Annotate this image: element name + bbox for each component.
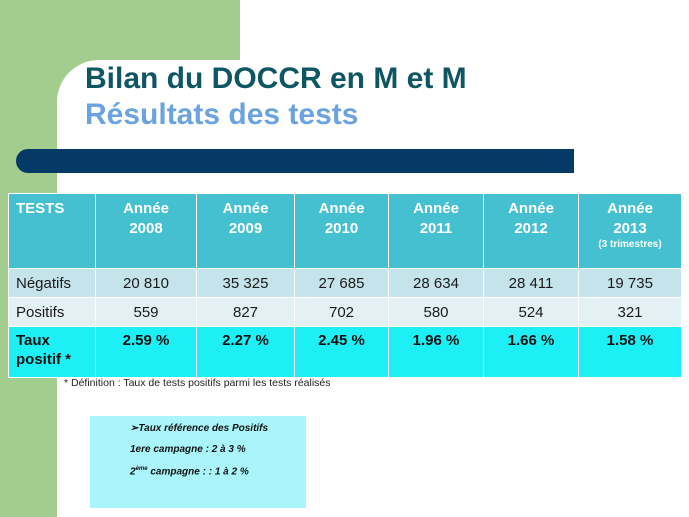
table-cell: 28 411 bbox=[483, 268, 579, 298]
header-note-3-trimestres: (3 trimestres) bbox=[598, 239, 662, 250]
header-year-2012: Année 2012 bbox=[483, 193, 579, 269]
table-cell: 524 bbox=[483, 297, 579, 327]
header-year-2013: Année 2013 (3 trimestres) bbox=[578, 193, 682, 269]
table-cell: 35 325 bbox=[196, 268, 295, 298]
table-cell: 1.96 % bbox=[388, 326, 484, 378]
header-year-2009: Année 2009 bbox=[196, 193, 295, 269]
table-cell: 28 634 bbox=[388, 268, 484, 298]
header-tests: TESTS bbox=[8, 193, 96, 269]
header-year-2008: Année 2008 bbox=[95, 193, 197, 269]
table-cell: 559 bbox=[95, 297, 197, 327]
title-underline-bar bbox=[16, 149, 574, 173]
slide-subtitle: Résultats des tests bbox=[85, 98, 359, 131]
reference-line-campagne-2: 2ème campagne : : 1 à 2 % bbox=[130, 466, 249, 478]
table-row-positifs: Positifs 559 827 702 580 524 321 bbox=[8, 297, 682, 327]
table-cell: 2.59 % bbox=[95, 326, 197, 378]
definition-footnote: * Définition : Taux de tests positifs pa… bbox=[64, 377, 331, 389]
results-table: TESTS Année 2008 Année 2009 Année 2010 Anné… bbox=[8, 193, 682, 378]
reference-title: ➢Taux référence des Positifs bbox=[130, 423, 269, 434]
table-cell: 1.58 % bbox=[578, 326, 682, 378]
table-cell: 1.66 % bbox=[483, 326, 579, 378]
row-label: Taux positif * bbox=[8, 326, 96, 378]
table-cell: 27 685 bbox=[294, 268, 389, 298]
table-cell: 19 735 bbox=[578, 268, 682, 298]
table-cell: 2.45 % bbox=[294, 326, 389, 378]
slide-title: Bilan du DOCCR en M et M bbox=[85, 62, 467, 95]
table-row-taux-positif: Taux positif * 2.59 % 2.27 % 2.45 % 1.96… bbox=[8, 326, 682, 378]
table-header-row: TESTS Année 2008 Année 2009 Année 2010 Anné… bbox=[8, 193, 682, 269]
row-label: Positifs bbox=[8, 297, 96, 327]
arrow-bullet-icon: ➢ bbox=[130, 423, 139, 434]
table-cell: 321 bbox=[578, 297, 682, 327]
table-cell: 580 bbox=[388, 297, 484, 327]
table-row-negatifs: Négatifs 20 810 35 325 27 685 28 634 28 … bbox=[8, 268, 682, 298]
table-cell: 702 bbox=[294, 297, 389, 327]
header-year-2011: Année 2011 bbox=[388, 193, 484, 269]
header-year-2010: Année 2010 bbox=[294, 193, 389, 269]
row-label: Négatifs bbox=[8, 268, 96, 298]
table-cell: 2.27 % bbox=[196, 326, 295, 378]
table-cell: 20 810 bbox=[95, 268, 197, 298]
table-cell: 827 bbox=[196, 297, 295, 327]
reference-box: ➢Taux référence des Positifs 1ere campag… bbox=[90, 416, 306, 508]
reference-line-campagne-1: 1ere campagne : 2 à 3 % bbox=[130, 444, 246, 455]
